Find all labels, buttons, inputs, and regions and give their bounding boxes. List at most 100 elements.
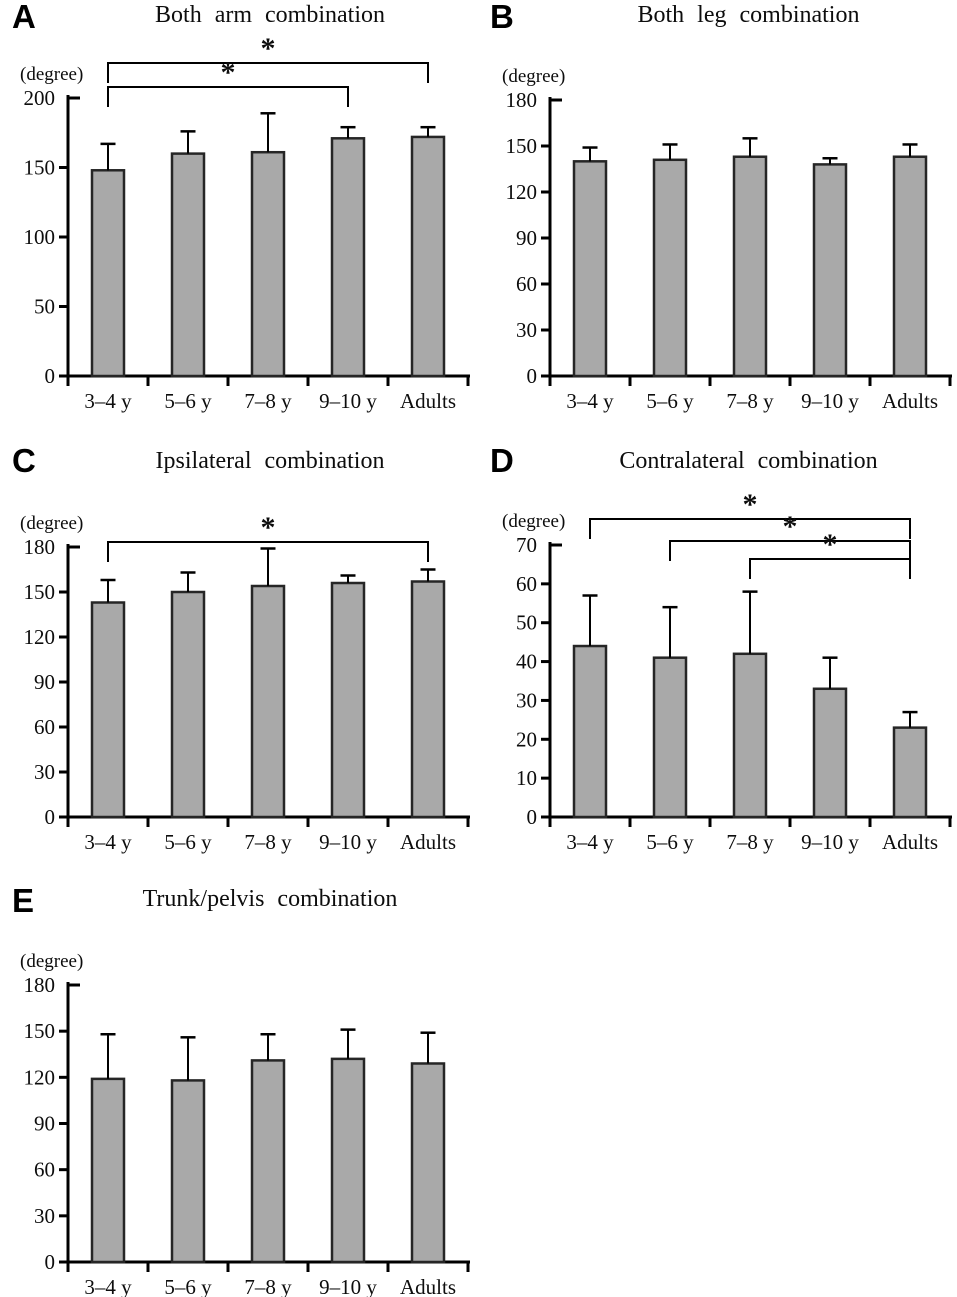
- panel-letter: C: [12, 442, 36, 479]
- bar: [812, 163, 848, 378]
- x-category-label: 3–4 y: [566, 830, 614, 854]
- bar: [330, 581, 366, 819]
- significance-asterisk: *: [823, 528, 838, 561]
- x-category-label: Adults: [882, 389, 938, 413]
- bar: [732, 155, 768, 378]
- y-tick-label: 150: [24, 1019, 56, 1043]
- y-tick-label: 60: [34, 715, 55, 739]
- y-axis-unit-label: (degree): [502, 66, 565, 87]
- bar: [250, 1059, 286, 1264]
- panel-e-trunk-pelvis: E Trunk/pelvis combination (degree) 0 30 60…: [0, 870, 478, 1297]
- x-category-label: 7–8 y: [244, 830, 292, 854]
- bar: [892, 155, 928, 378]
- panel-title: Both leg combination: [637, 2, 860, 28]
- x-category-label: 9–10 y: [319, 389, 377, 413]
- bar: [410, 1062, 446, 1264]
- significance-asterisk: *: [261, 511, 276, 544]
- panel-letter: A: [12, 0, 36, 35]
- bar-chart-trunk-pelvis: (degree) 0 30 60 90 120 150 180 3–4 y 5–6 y 7–8 y 9…: [20, 951, 470, 1297]
- y-axis-unit-label: (degree): [20, 64, 83, 85]
- x-category-label: 9–10 y: [801, 389, 859, 413]
- y-tick-label: 10: [516, 766, 537, 790]
- bar: [90, 169, 126, 378]
- bar: [892, 726, 928, 819]
- y-tick-label: 150: [24, 156, 56, 180]
- bar: [410, 135, 446, 378]
- significance-bracket: [749, 558, 911, 579]
- y-tick-label: 60: [34, 1158, 55, 1182]
- y-tick-label: 50: [516, 611, 537, 635]
- x-category-label: 7–8 y: [726, 830, 774, 854]
- significance-bracket: [669, 540, 911, 561]
- x-category-label: 9–10 y: [801, 830, 859, 854]
- bar-chart-contralateral: (degree) 0 10 20 30 40 50 60 70 3–4 y 5–6 y 7–8 y 9–…: [502, 488, 952, 854]
- y-tick-label: 30: [34, 1204, 55, 1228]
- bar: [812, 687, 848, 819]
- y-tick-label: 0: [45, 805, 56, 829]
- panel-letter: D: [490, 442, 514, 479]
- bar-chart-both-leg: (degree) 0 30 60 90 120 150 180 3–4 y 5–6 y 7–8 y 9…: [502, 66, 952, 413]
- y-tick-label: 120: [24, 625, 56, 649]
- panel-title: Ipsilateral combination: [155, 448, 385, 474]
- x-category-label: 5–6 y: [164, 389, 212, 413]
- panel-title: Both arm combination: [155, 2, 385, 28]
- y-tick-label: 0: [527, 364, 538, 388]
- panel-a-both-arm: A Both arm combination (degree) 0 50 100 150…: [0, 0, 478, 430]
- y-tick-label: 30: [34, 760, 55, 784]
- y-tick-label: 90: [34, 1112, 55, 1136]
- x-category-label: Adults: [400, 1275, 456, 1297]
- y-axis-unit-label: (degree): [20, 513, 83, 534]
- x-category-label: Adults: [400, 389, 456, 413]
- x-category-label: Adults: [882, 830, 938, 854]
- y-tick-label: 180: [506, 88, 538, 112]
- x-category-label: 3–4 y: [566, 389, 614, 413]
- x-category-label: 3–4 y: [84, 830, 132, 854]
- y-tick-label: 60: [516, 572, 537, 596]
- bar: [170, 1079, 206, 1264]
- significance-bracket: [589, 518, 911, 539]
- bar: [90, 601, 126, 819]
- x-category-label: 3–4 y: [84, 1275, 132, 1297]
- panel-d-contralateral: D Contralateral combination (degree) 0 10 2…: [478, 430, 957, 870]
- x-category-label: 3–4 y: [84, 389, 132, 413]
- significance-asterisk: *: [783, 510, 798, 543]
- x-category-label: Adults: [400, 830, 456, 854]
- y-tick-label: 180: [24, 535, 56, 559]
- panel-letter: B: [490, 0, 514, 35]
- bar: [572, 644, 608, 819]
- x-category-label: 9–10 y: [319, 830, 377, 854]
- x-category-label: 7–8 y: [244, 389, 292, 413]
- significance-bracket: [107, 62, 429, 83]
- x-category-label: 5–6 y: [646, 830, 694, 854]
- y-tick-label: 70: [516, 533, 537, 557]
- bar: [652, 656, 688, 819]
- bar: [652, 158, 688, 378]
- bar: [90, 1077, 126, 1264]
- y-tick-label: 90: [34, 670, 55, 694]
- panel-letter: E: [12, 882, 35, 919]
- y-tick-label: 100: [24, 225, 56, 249]
- y-axis-unit-label: (degree): [502, 511, 565, 532]
- significance-asterisk: *: [743, 488, 758, 521]
- y-tick-label: 120: [506, 180, 538, 204]
- significance-bracket: [107, 86, 349, 107]
- y-tick-label: 40: [516, 650, 537, 674]
- y-tick-label: 150: [506, 134, 538, 158]
- bar: [732, 652, 768, 819]
- y-tick-label: 30: [516, 688, 537, 712]
- y-tick-label: 0: [45, 1250, 56, 1274]
- x-category-label: 5–6 y: [164, 1275, 212, 1297]
- bar: [572, 160, 608, 378]
- y-axis-unit-label: (degree): [20, 951, 83, 972]
- significance-asterisk: *: [261, 32, 276, 65]
- significance-bracket: [107, 541, 429, 562]
- x-category-label: 9–10 y: [319, 1275, 377, 1297]
- panel-title: Trunk/pelvis combination: [142, 886, 398, 912]
- y-tick-label: 150: [24, 580, 56, 604]
- bar: [410, 580, 446, 819]
- bar-chart-ipsilateral: (degree) 0 30 60 90 120 150 180 3–4 y 5–6 y 7–8 y 9…: [20, 511, 470, 854]
- y-tick-label: 20: [516, 727, 537, 751]
- bar: [170, 152, 206, 378]
- bar: [250, 584, 286, 819]
